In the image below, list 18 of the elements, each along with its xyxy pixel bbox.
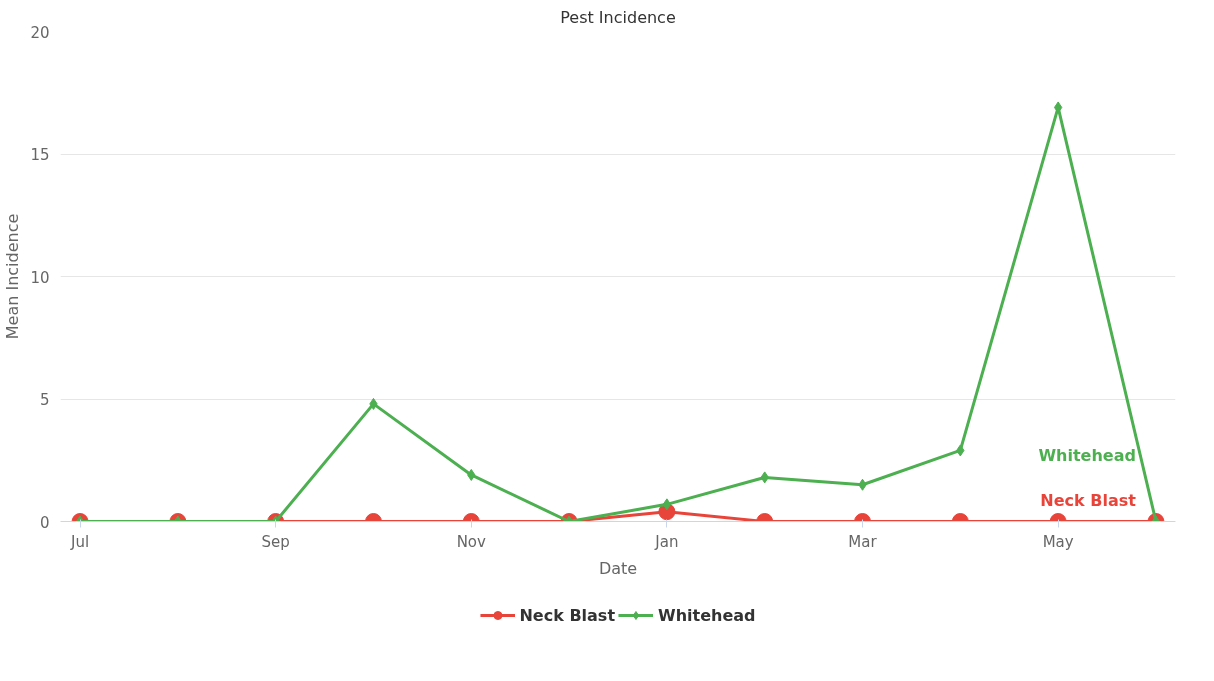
legend-label: Neck Blast xyxy=(519,605,616,625)
x-tick-label: May xyxy=(1042,532,1074,551)
x-tick-label: Jan xyxy=(654,532,679,551)
y-tick-label: 20 xyxy=(30,23,50,42)
text: Neck Blast xyxy=(1040,490,1136,510)
y-axis-title: Mean Incidence xyxy=(3,213,23,340)
x-tick-label: Mar xyxy=(848,532,878,551)
y-tick-label: 5 xyxy=(39,391,50,409)
x-axis-title: Date xyxy=(598,558,638,578)
chart-title: Pest Incidence xyxy=(560,7,676,27)
text: Whitehead xyxy=(1038,445,1136,465)
y-tick-label: 0 xyxy=(39,513,50,532)
x-tick-label: Nov xyxy=(456,532,487,551)
y-tick-label: 15 xyxy=(30,146,50,164)
x-tick-label: Jul xyxy=(70,532,90,551)
legend-label: Whitehead xyxy=(658,605,756,625)
y-tick-label: 10 xyxy=(30,268,50,287)
x-tick-label: Sep xyxy=(261,532,290,551)
